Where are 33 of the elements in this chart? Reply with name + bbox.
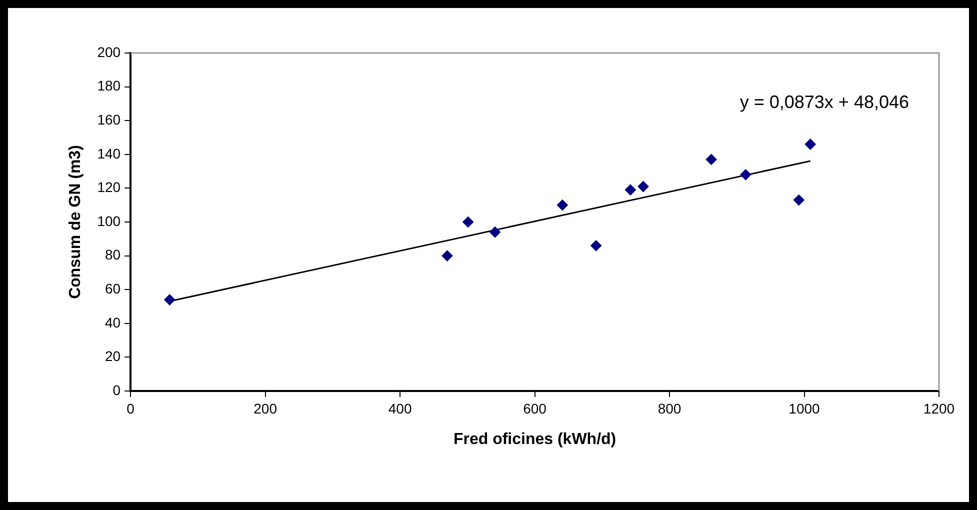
point	[624, 184, 636, 196]
x-tick-label: 600	[523, 400, 547, 416]
x-tick-label: 1200	[923, 400, 955, 416]
point	[740, 169, 752, 180]
point	[490, 226, 501, 238]
x-tick-label: 800	[658, 400, 682, 416]
annotation: y = 0,0873x + 48,046	[740, 92, 909, 112]
point	[793, 194, 804, 206]
point	[164, 294, 176, 306]
x-tick-label: 1000	[788, 400, 820, 416]
y-tick-label: 160	[97, 111, 121, 128]
x-tick-label: 0	[126, 400, 135, 416]
y-tick-label: 60	[104, 280, 121, 296]
y-tick-label: 80	[104, 246, 121, 263]
x-axis-title: Fred oficines (kWh/d)	[453, 430, 616, 448]
y-tick-label: 200	[97, 44, 121, 60]
y-tick-label: 0	[112, 382, 121, 398]
point	[638, 181, 649, 192]
y-tick-label: 140	[97, 145, 121, 162]
point	[556, 200, 568, 211]
point	[706, 154, 717, 165]
point	[804, 138, 816, 150]
x-tick-label: 400	[388, 400, 412, 416]
point	[462, 216, 474, 228]
x-tick-label: 200	[254, 400, 278, 416]
point	[590, 240, 602, 252]
point	[442, 250, 453, 262]
y-tick-label: 100	[97, 212, 121, 229]
y-tick-label: 180	[97, 78, 121, 94]
y-tick-label: 40	[104, 314, 121, 330]
y-tick-label: 120	[97, 179, 121, 196]
y-tick-label: 20	[104, 348, 121, 364]
y-axis-title: Consum de GN (m3)	[67, 145, 84, 299]
